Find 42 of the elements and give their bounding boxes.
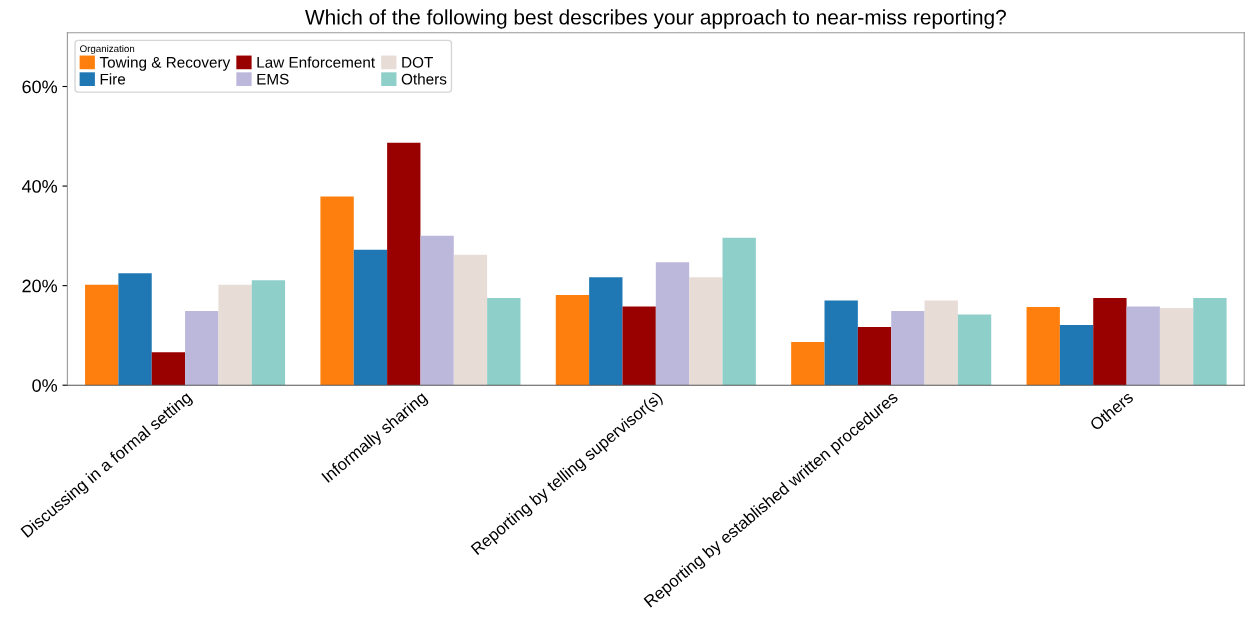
bar (320, 196, 354, 386)
legend-title: Organization (80, 44, 135, 55)
bar (1126, 306, 1160, 386)
bar (1093, 298, 1127, 386)
bar (655, 262, 690, 386)
bar (722, 237, 756, 386)
bar (387, 142, 421, 386)
bar (487, 298, 521, 386)
legend-label: Towing & Recovery (99, 56, 231, 71)
bar (891, 311, 925, 386)
bar (420, 235, 454, 386)
legend-label: EMS (257, 73, 289, 85)
legend-label: Law Enforcement (257, 56, 375, 68)
bar (857, 326, 892, 386)
bar (1059, 324, 1094, 386)
bar (185, 311, 219, 386)
y-tick-label: 40% (21, 180, 58, 193)
bar (957, 314, 992, 386)
bar (151, 352, 186, 386)
legend-label: DOT (402, 56, 433, 68)
bar (555, 295, 590, 386)
bar (353, 249, 388, 386)
bar (622, 306, 656, 386)
bar (251, 280, 286, 386)
y-tick-label: 0% (32, 379, 58, 392)
bar (85, 284, 119, 386)
legend-label: Fire (100, 73, 126, 85)
y-tick-label: 60% (22, 80, 58, 94)
bar (218, 284, 252, 386)
bar (791, 341, 825, 386)
bar (824, 300, 858, 386)
bar (1193, 298, 1227, 386)
bar (924, 300, 958, 386)
chart-title: Which of the following best describes your approach to near-miss reporting? (305, 9, 1006, 29)
bar (1159, 308, 1194, 386)
legend-label: Others (401, 73, 447, 85)
bar (1026, 307, 1060, 386)
bar (118, 273, 152, 386)
bar (589, 277, 623, 386)
y-tick-label: 20% (22, 279, 58, 293)
bar (453, 254, 488, 386)
bar (689, 277, 723, 386)
